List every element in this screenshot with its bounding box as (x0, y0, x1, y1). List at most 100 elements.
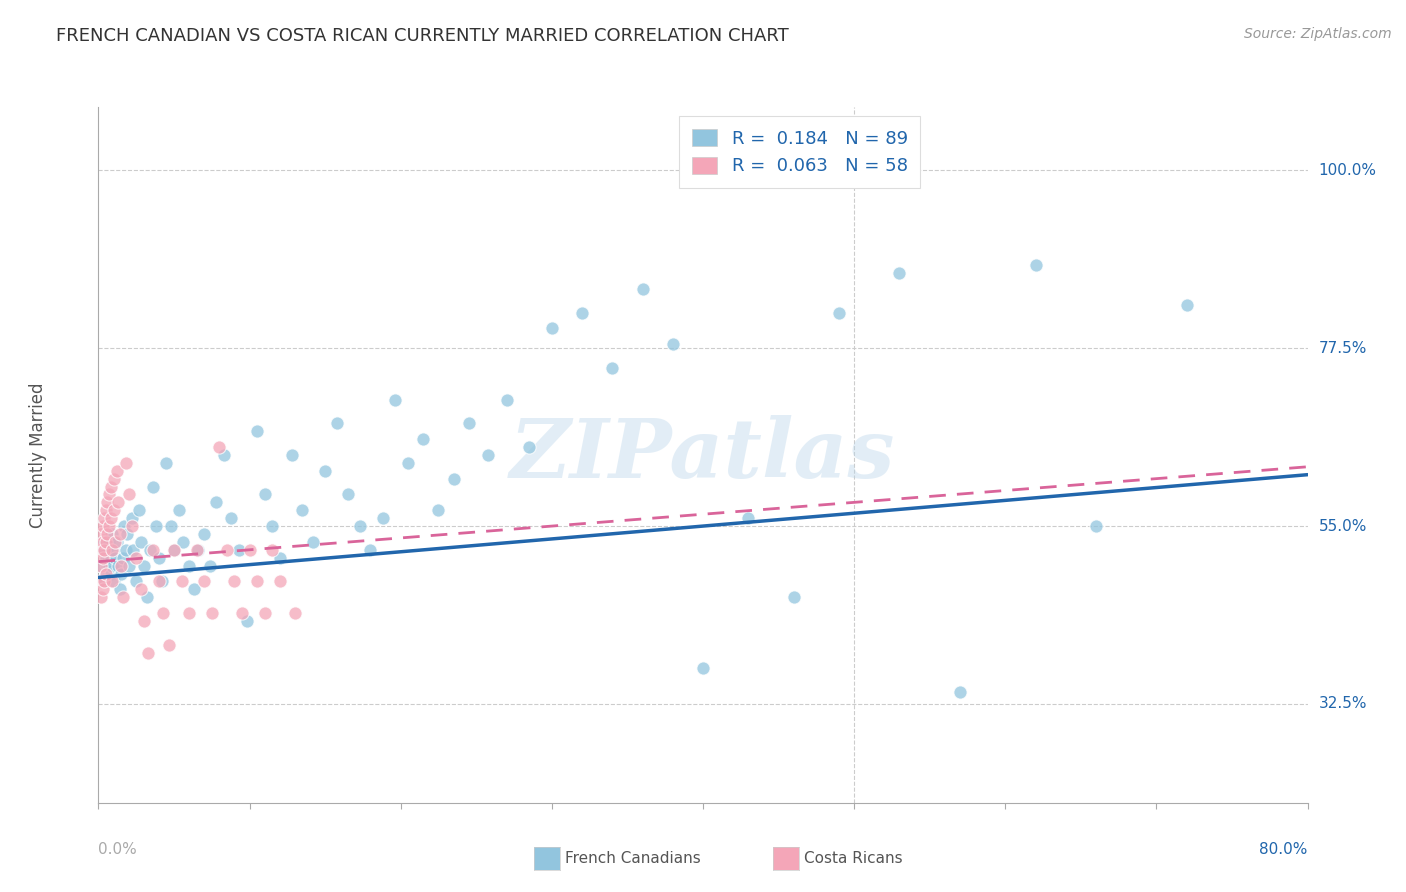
Point (148, 574, 170, 589)
Point (193, 574, 215, 589)
Point (98, 487, 121, 501)
Point (103, 574, 125, 589)
Point (96, 558, 118, 573)
Point (200, 558, 222, 573)
Point (94, 550, 117, 565)
Point (94, 535, 117, 549)
Point (94, 503, 117, 517)
Point (89, 574, 111, 589)
Point (107, 558, 129, 573)
Point (782, 591, 804, 605)
Point (121, 519, 143, 533)
Point (269, 574, 291, 589)
Point (163, 542, 186, 557)
Point (103, 503, 125, 517)
Point (96, 527, 118, 541)
Point (112, 519, 135, 533)
Point (246, 424, 269, 438)
Point (183, 582, 205, 597)
Point (291, 503, 314, 517)
Point (105, 464, 128, 478)
Point (371, 511, 394, 525)
Point (98, 519, 121, 533)
Point (139, 542, 162, 557)
Point (90, 558, 112, 573)
Point (101, 527, 124, 541)
Point (177, 558, 201, 573)
Point (96, 542, 118, 557)
Point (1175, 298, 1198, 312)
Point (284, 606, 307, 620)
Point (91, 550, 114, 565)
Point (150, 574, 173, 589)
Point (159, 638, 181, 652)
Point (90, 591, 112, 605)
Point (212, 448, 235, 462)
Point (828, 305, 851, 319)
Point (155, 456, 177, 470)
Point (128, 503, 150, 517)
Text: French Canadians: French Canadians (565, 852, 702, 866)
Point (170, 574, 193, 589)
Point (631, 282, 654, 296)
Point (142, 479, 165, 493)
Point (118, 487, 141, 501)
Point (91, 519, 114, 533)
Point (132, 614, 155, 628)
Point (949, 685, 972, 699)
Point (101, 558, 124, 573)
Point (253, 606, 276, 620)
Point (110, 558, 132, 573)
Point (477, 448, 499, 462)
Point (91, 582, 114, 597)
Point (177, 606, 201, 620)
Text: 32.5%: 32.5% (1319, 697, 1367, 712)
Text: 80.0%: 80.0% (1260, 842, 1308, 856)
Point (103, 542, 125, 557)
Point (443, 472, 465, 486)
Point (889, 266, 911, 280)
Point (602, 360, 624, 375)
Point (360, 542, 382, 557)
Point (221, 511, 243, 525)
Point (125, 574, 148, 589)
Point (104, 535, 127, 549)
Point (412, 432, 434, 446)
Point (93, 574, 115, 589)
Point (114, 456, 136, 470)
Point (129, 535, 152, 549)
Point (396, 456, 419, 470)
Point (269, 550, 291, 565)
Point (107, 495, 129, 509)
Text: ZIPatlas: ZIPatlas (510, 415, 896, 495)
Point (1024, 258, 1046, 272)
Text: 0.0%: 0.0% (98, 842, 138, 856)
Point (148, 550, 170, 565)
Point (93, 535, 115, 549)
Point (187, 542, 209, 557)
Text: Source: ZipAtlas.com: Source: ZipAtlas.com (1244, 27, 1392, 41)
Point (104, 550, 127, 565)
Point (94, 566, 117, 581)
Point (540, 321, 562, 335)
Point (108, 582, 131, 597)
Point (172, 535, 194, 549)
Point (89, 542, 111, 557)
Point (142, 542, 165, 557)
Point (152, 606, 174, 620)
Point (105, 535, 128, 549)
Point (228, 542, 250, 557)
Point (281, 448, 304, 462)
Text: 77.5%: 77.5% (1319, 341, 1367, 356)
Point (115, 527, 138, 541)
Point (253, 487, 276, 501)
Point (91, 535, 114, 549)
Point (100, 511, 122, 525)
Point (167, 503, 190, 517)
Point (262, 542, 284, 557)
Point (98, 535, 121, 549)
Point (145, 519, 167, 533)
Point (336, 487, 359, 501)
Point (215, 542, 238, 557)
Point (108, 527, 131, 541)
